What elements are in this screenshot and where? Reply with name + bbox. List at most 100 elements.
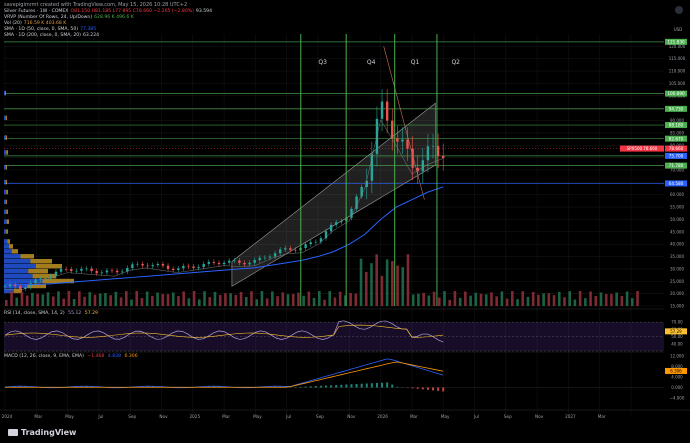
candle-body (436, 146, 440, 156)
price-label: 75.700 (669, 154, 684, 159)
macd-hist-bar (381, 382, 384, 388)
price-label: 88.180 (669, 123, 684, 128)
candle-body (3, 286, 7, 287)
volume-bar (203, 291, 206, 306)
macd-signal-line (5, 361, 444, 388)
volume-bar (443, 291, 446, 306)
macd-tick: 4.000 (671, 375, 683, 380)
volume-bar (57, 291, 60, 306)
legend-line[interactable]: Vol (20) 716.59 K 403.68 K (4, 21, 66, 26)
price-tick: 85.000 (670, 130, 684, 135)
volume-bar (234, 294, 238, 306)
volume-bar (244, 297, 248, 306)
price-tick: 50.000 (670, 217, 684, 222)
candle-body (192, 266, 195, 268)
volume-bar (208, 297, 212, 306)
price-label: 71.780 (669, 163, 684, 168)
macd-hist-bar (355, 383, 358, 388)
legend-line[interactable]: SMA · 1D (200, close, 0, SMA, 20) 63.224 (4, 33, 99, 38)
volume-bar (432, 291, 436, 306)
volume-bar (260, 291, 264, 306)
vrvp-bar-down (5, 199, 7, 205)
volume-bar (198, 299, 201, 306)
volume-bar (620, 295, 624, 306)
time-tick: 2025 (189, 414, 200, 419)
candle-body (156, 263, 160, 266)
time-tick: Sep (504, 414, 512, 419)
volume-bar (573, 299, 577, 306)
volume-bar (10, 291, 13, 306)
volume-bar (437, 297, 441, 306)
time-tick: May (253, 414, 262, 419)
volume-bar (464, 291, 467, 306)
volume-bar (479, 293, 483, 306)
price-label: 82.670 (669, 136, 684, 141)
macd-hist-bar (360, 383, 363, 388)
candle-body (334, 222, 338, 225)
price-label-bg (665, 105, 687, 112)
volume-bar (291, 293, 295, 306)
candle-body (442, 155, 445, 159)
volume-bar (239, 291, 243, 306)
macd-hist-bar (421, 387, 424, 390)
volume-bar (511, 291, 514, 306)
vrvp-bar-down (11, 249, 18, 254)
macd-hist-bar (375, 382, 378, 388)
legend-values: O81.150 H81.185 L77.895 C78.660 −2.265 (… (70, 9, 194, 14)
volume-bar (5, 300, 8, 306)
legend-label: Silver Futures · 1W · COMEX (4, 9, 69, 14)
macd-hist-bar (411, 387, 414, 389)
volume-bar (547, 293, 551, 306)
candle-body (8, 284, 12, 287)
macd-hist-bar (426, 387, 429, 390)
macd-hist-bar (299, 386, 302, 388)
candle-body (416, 167, 419, 172)
candle-body (207, 261, 211, 264)
volume-bar (500, 291, 504, 306)
vrvp-bar-up (4, 259, 31, 264)
price-tick: 20.000 (670, 291, 684, 296)
macd-hist-bar (370, 383, 373, 388)
vrvp-bar-down (6, 150, 8, 155)
price-label-bg (665, 135, 687, 142)
legend-line[interactable]: SMA · 1D (50, close, 0, SMA, 50) 77.385 (4, 27, 96, 32)
volume-bar (349, 292, 352, 306)
quarter-label: Q1 (411, 59, 420, 66)
price-label: 121.830 (667, 39, 685, 44)
legend-line[interactable]: Silver Futures · 1W · COMEX O81.150 H81.1… (4, 9, 212, 14)
vrvp-bar-down (28, 268, 48, 274)
candle-body (161, 263, 165, 266)
macd-tick: 12.000 (670, 354, 684, 359)
candle-body (278, 249, 282, 254)
vrvp-bar-down (6, 219, 9, 224)
volume-bar (25, 295, 29, 306)
vrvp-bar-up (4, 150, 7, 155)
price-tick: 40.000 (670, 242, 684, 247)
price-tick: 120.000 (669, 44, 686, 49)
candle-body (360, 186, 363, 197)
macd-hist-bar (365, 383, 368, 388)
rsi-legend: RSI (14, close, SMA, 14, 2) 55.12 57.29 (4, 311, 98, 316)
volume-bar (469, 295, 472, 306)
price-tick: 25.000 (670, 279, 684, 284)
candle-body (100, 272, 104, 274)
time-tick: Mar (410, 414, 418, 419)
chart-credit: savepigimrmt created with TradingView.co… (4, 2, 188, 8)
volume-bar (72, 299, 76, 306)
legend-line[interactable]: VRVP (Number Of Rows, 24, Up/Down) 628.96… (4, 15, 134, 20)
volume-bar (474, 292, 478, 306)
price-label: 100.890 (667, 91, 685, 96)
volume-bar (135, 291, 139, 306)
legend-values: 716.59 K 403.68 K (23, 21, 67, 26)
candle-body (19, 286, 22, 289)
vrvp-bar-up (4, 90, 6, 96)
volume-bar (542, 293, 545, 306)
tradingview-logo[interactable]: TradingView (8, 428, 76, 437)
price-tick: 90.000 (670, 118, 684, 123)
volume-bar (344, 295, 347, 306)
volume-bar (119, 297, 123, 306)
macd-tick: 8.000 (671, 364, 683, 369)
price-tick: 110.000 (669, 69, 686, 74)
candle-body (29, 283, 32, 288)
